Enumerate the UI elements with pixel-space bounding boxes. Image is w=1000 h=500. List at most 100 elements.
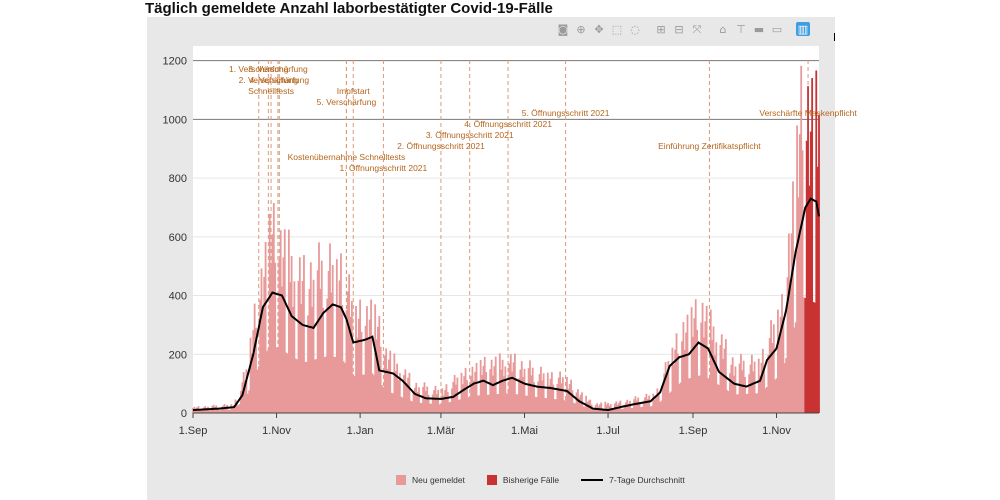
bar-daily: [233, 405, 235, 413]
bar-daily: [459, 399, 462, 413]
bar-daily: [396, 363, 399, 413]
bar-daily: [763, 365, 766, 413]
bar-daily: [471, 366, 474, 413]
bar-daily: [727, 391, 730, 413]
bar-daily: [707, 378, 709, 413]
bar-daily: [463, 376, 466, 413]
bar-daily: [570, 379, 572, 413]
bar-daily: [746, 393, 749, 413]
pan-icon[interactable]: ✥: [594, 22, 604, 36]
bar-daily: [759, 375, 761, 413]
bar-daily: [701, 302, 704, 413]
reset-axes-icon[interactable]: ⌂: [719, 22, 727, 36]
bar-daily: [787, 233, 790, 413]
bar-daily: [301, 280, 304, 413]
bar-daily: [263, 276, 266, 413]
bar-daily: [526, 395, 529, 413]
bar-daily: [696, 329, 698, 413]
plotly-logo-icon[interactable]: ▥: [796, 22, 810, 36]
bar-daily: [430, 403, 433, 413]
bar-daily: [475, 363, 478, 413]
bar-daily: [760, 362, 763, 413]
bar-daily: [687, 378, 690, 413]
bar-daily: [304, 362, 307, 413]
bar-daily: [485, 372, 488, 413]
spike-lines-icon[interactable]: ⊤: [736, 22, 746, 36]
bar-daily: [770, 320, 772, 413]
bar-daily: [812, 302, 815, 413]
bar-daily: [633, 399, 635, 413]
bar-daily: [781, 294, 783, 413]
bar-daily: [387, 359, 390, 413]
bar-daily: [711, 340, 714, 413]
bar-daily: [683, 349, 686, 413]
bar-daily: [346, 291, 349, 413]
bar-daily: [260, 268, 263, 413]
bar-daily: [386, 368, 389, 413]
hover-compare-icon[interactable]: ▭: [771, 22, 783, 36]
bar-daily: [235, 400, 238, 413]
bar-daily: [474, 371, 477, 413]
bar-daily: [329, 243, 331, 413]
bar-daily: [201, 408, 204, 413]
zoom-icon[interactable]: ⊕: [576, 22, 586, 36]
bar-daily: [414, 387, 416, 413]
bar-daily: [768, 338, 771, 413]
zoom-out-icon[interactable]: ⊟: [674, 22, 684, 36]
bar-daily: [350, 300, 353, 413]
legend-item-neu[interactable]: Neu gemeldet: [396, 475, 465, 485]
bar-daily: [783, 363, 786, 413]
bar-daily: [429, 403, 431, 413]
bar-daily: [516, 394, 519, 413]
bar-daily: [574, 403, 577, 413]
lasso-icon[interactable]: ◌: [630, 22, 640, 36]
bar-daily: [737, 394, 740, 413]
bar-daily: [401, 397, 404, 413]
bar-daily: [286, 353, 289, 413]
bar-daily: [568, 383, 571, 413]
bar-daily: [307, 315, 309, 413]
bar-daily: [418, 387, 420, 413]
bar-daily: [460, 372, 463, 413]
bar-daily: [382, 387, 385, 413]
bar-daily: [229, 409, 231, 413]
bar-daily: [572, 402, 575, 413]
annotation-label: 5. Verschärfung: [317, 97, 377, 107]
bar-daily: [360, 331, 363, 413]
bar-daily: [479, 359, 482, 413]
box-select-icon[interactable]: ⬚: [611, 22, 623, 36]
bar-daily: [483, 356, 486, 413]
bar-daily: [700, 322, 703, 413]
autoscale-icon[interactable]: ⤧: [692, 22, 702, 36]
bar-daily: [489, 369, 492, 413]
bar-daily: [620, 408, 623, 413]
bar-daily: [466, 380, 468, 413]
zoom-in-icon[interactable]: ⊞: [656, 22, 666, 36]
bar-daily: [677, 353, 679, 413]
legend-item-avg[interactable]: 7-Tage Durchschnitt: [581, 475, 685, 485]
bar-daily: [372, 375, 375, 413]
camera-icon[interactable]: ◙: [557, 22, 569, 36]
bar-daily: [653, 399, 656, 413]
bar-daily: [470, 375, 472, 413]
bar-daily: [630, 408, 633, 413]
bar-daily: [679, 382, 682, 413]
bar-daily: [531, 367, 534, 413]
bar-daily: [249, 337, 252, 413]
bar-daily: [674, 349, 677, 413]
bar-daily: [697, 375, 700, 413]
legend-item-bisherige[interactable]: Bisherige Fälle: [486, 475, 559, 485]
plot-area[interactable]: [193, 46, 819, 413]
bar-daily: [409, 400, 412, 413]
bar-daily: [370, 299, 372, 413]
annotation-label: 1. Öffnungsschritt 2021: [340, 163, 428, 173]
bar-daily: [314, 359, 316, 413]
bar-daily: [514, 353, 516, 413]
bar-daily: [450, 388, 453, 413]
bar-daily: [718, 385, 720, 413]
hover-closest-icon[interactable]: ▬: [753, 22, 765, 36]
bar-daily: [316, 270, 319, 413]
bar-daily: [503, 376, 505, 413]
bar-daily: [415, 382, 418, 413]
bar-daily: [493, 366, 496, 413]
